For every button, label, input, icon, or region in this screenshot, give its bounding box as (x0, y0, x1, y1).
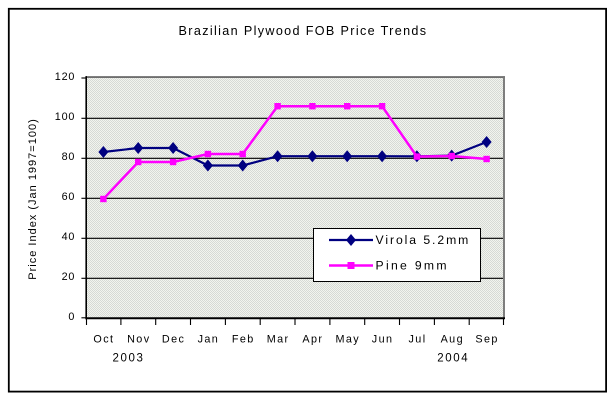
svg-text:80: 80 (62, 151, 76, 163)
svg-text:120: 120 (55, 71, 75, 83)
svg-text:Virola 5.2mm: Virola 5.2mm (376, 233, 471, 247)
svg-text:Oct: Oct (93, 333, 114, 345)
svg-text:Feb: Feb (232, 333, 255, 345)
svg-text:Nov: Nov (127, 333, 150, 345)
svg-text:2004: 2004 (437, 353, 469, 365)
svg-text:Jan: Jan (198, 333, 220, 345)
svg-text:Aug: Aug (441, 333, 464, 345)
svg-text:20: 20 (62, 271, 76, 283)
svg-text:Jul: Jul (408, 333, 426, 345)
svg-text:Mar: Mar (267, 333, 290, 345)
svg-text:Brazilian Plywood FOB Price Tr: Brazilian Plywood FOB Price Trends (179, 24, 428, 38)
svg-text:Sep: Sep (475, 333, 498, 345)
svg-text:0: 0 (68, 311, 75, 323)
svg-text:40: 40 (62, 231, 76, 243)
svg-text:60: 60 (62, 191, 76, 203)
svg-text:100: 100 (55, 111, 75, 123)
svg-text:May: May (335, 333, 360, 345)
svg-text:Price Index (Jan 1997=100): Price Index (Jan 1997=100) (27, 118, 39, 279)
svg-text:Apr: Apr (302, 333, 323, 345)
svg-text:2003: 2003 (113, 353, 145, 365)
svg-text:Jun: Jun (372, 333, 394, 345)
svg-text:Dec: Dec (162, 333, 185, 345)
svg-text:Pine 9mm: Pine 9mm (376, 258, 449, 272)
